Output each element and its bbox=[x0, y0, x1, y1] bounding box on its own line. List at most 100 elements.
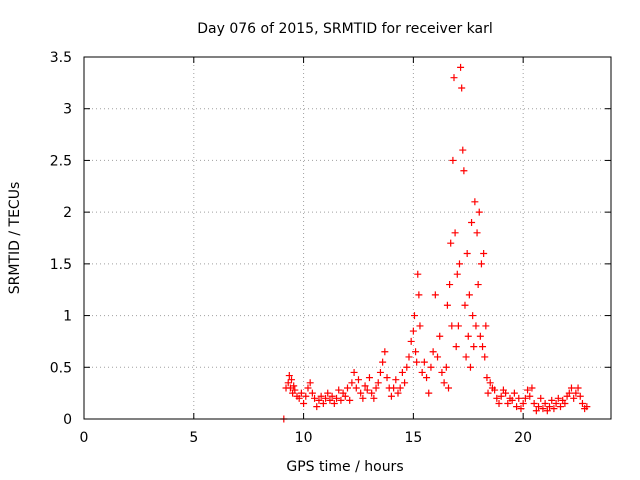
data-point bbox=[420, 358, 428, 366]
data-point bbox=[446, 281, 454, 289]
data-point bbox=[473, 229, 481, 237]
data-point bbox=[475, 208, 483, 216]
y-tick-label: 3.5 bbox=[50, 50, 72, 66]
data-point bbox=[403, 363, 411, 371]
data-point bbox=[491, 386, 499, 394]
data-point bbox=[541, 399, 549, 407]
data-point bbox=[438, 368, 446, 376]
data-point bbox=[407, 337, 415, 345]
data-point bbox=[486, 379, 494, 387]
plot-frame bbox=[83, 56, 612, 420]
data-point bbox=[357, 389, 365, 397]
data-point bbox=[470, 343, 478, 351]
data-point bbox=[291, 386, 299, 394]
data-point bbox=[530, 399, 538, 407]
data-point bbox=[326, 396, 334, 404]
data-point bbox=[415, 291, 423, 299]
y-tick-label: 1 bbox=[63, 309, 72, 325]
y-axis-label: SRMTID / TECUs bbox=[7, 182, 23, 295]
data-point bbox=[464, 332, 472, 340]
data-point bbox=[302, 392, 310, 400]
data-point bbox=[324, 389, 332, 397]
data-point bbox=[457, 63, 465, 71]
data-point bbox=[354, 376, 362, 384]
data-point bbox=[532, 407, 540, 415]
data-point bbox=[344, 384, 351, 392]
data-point bbox=[372, 384, 380, 392]
grid bbox=[84, 57, 611, 419]
data-point bbox=[412, 348, 420, 356]
data-point bbox=[465, 291, 473, 299]
data-point bbox=[443, 301, 451, 309]
data-point bbox=[346, 396, 354, 404]
data-point bbox=[390, 384, 398, 392]
y-tick-label: 0 bbox=[63, 412, 72, 428]
data-point bbox=[410, 312, 418, 320]
data-point bbox=[442, 363, 450, 371]
data-point bbox=[328, 392, 336, 400]
y-tick-label: 2.5 bbox=[50, 153, 72, 169]
data-point bbox=[539, 405, 547, 413]
data-point bbox=[319, 399, 327, 407]
data-point bbox=[370, 394, 378, 402]
data-point bbox=[565, 389, 573, 397]
data-point bbox=[284, 379, 292, 387]
data-point bbox=[504, 399, 512, 407]
data-point bbox=[450, 74, 458, 82]
data-point bbox=[482, 322, 490, 330]
data-point bbox=[427, 363, 435, 371]
data-point bbox=[524, 386, 532, 394]
data-point bbox=[317, 392, 325, 400]
data-point bbox=[567, 384, 575, 392]
data-point bbox=[576, 392, 584, 400]
data-point bbox=[361, 382, 369, 390]
x-tick-label: 5 bbox=[189, 430, 198, 446]
data-point bbox=[495, 399, 503, 407]
data-point bbox=[477, 260, 485, 268]
data-point bbox=[497, 392, 505, 400]
data-point bbox=[552, 399, 560, 407]
data-point bbox=[515, 394, 523, 402]
data-point bbox=[413, 358, 421, 366]
data-point bbox=[434, 353, 442, 361]
data-point bbox=[484, 389, 492, 397]
data-point bbox=[300, 399, 308, 407]
data-point bbox=[479, 343, 487, 351]
data-point bbox=[304, 384, 312, 392]
data-point bbox=[448, 322, 456, 330]
data-point bbox=[431, 291, 439, 299]
data-point bbox=[513, 403, 521, 411]
data-point bbox=[350, 368, 358, 376]
data-point bbox=[365, 374, 373, 382]
data-points bbox=[280, 63, 591, 423]
data-point bbox=[333, 394, 341, 402]
data-point bbox=[480, 250, 488, 258]
data-point bbox=[526, 392, 534, 400]
data-point bbox=[445, 384, 453, 392]
data-point bbox=[548, 396, 556, 404]
data-point bbox=[502, 389, 510, 397]
data-point bbox=[392, 376, 400, 384]
data-point bbox=[414, 270, 422, 278]
data-point bbox=[308, 389, 316, 397]
y-tick-label: 1.5 bbox=[50, 257, 72, 273]
data-point bbox=[315, 396, 323, 404]
data-point bbox=[556, 403, 564, 411]
data-point bbox=[583, 403, 591, 411]
data-point bbox=[519, 399, 527, 407]
data-point bbox=[462, 353, 470, 361]
data-point bbox=[398, 368, 406, 376]
data-point bbox=[546, 403, 554, 411]
data-point bbox=[425, 389, 433, 397]
data-point bbox=[288, 376, 296, 384]
data-point bbox=[376, 368, 384, 376]
data-point bbox=[436, 332, 444, 340]
x-tick-label: 20 bbox=[514, 430, 532, 446]
data-point bbox=[330, 399, 338, 407]
data-point bbox=[449, 156, 457, 164]
data-point bbox=[285, 372, 293, 380]
data-point bbox=[322, 394, 330, 402]
data-point bbox=[469, 312, 477, 320]
data-point bbox=[461, 301, 469, 309]
